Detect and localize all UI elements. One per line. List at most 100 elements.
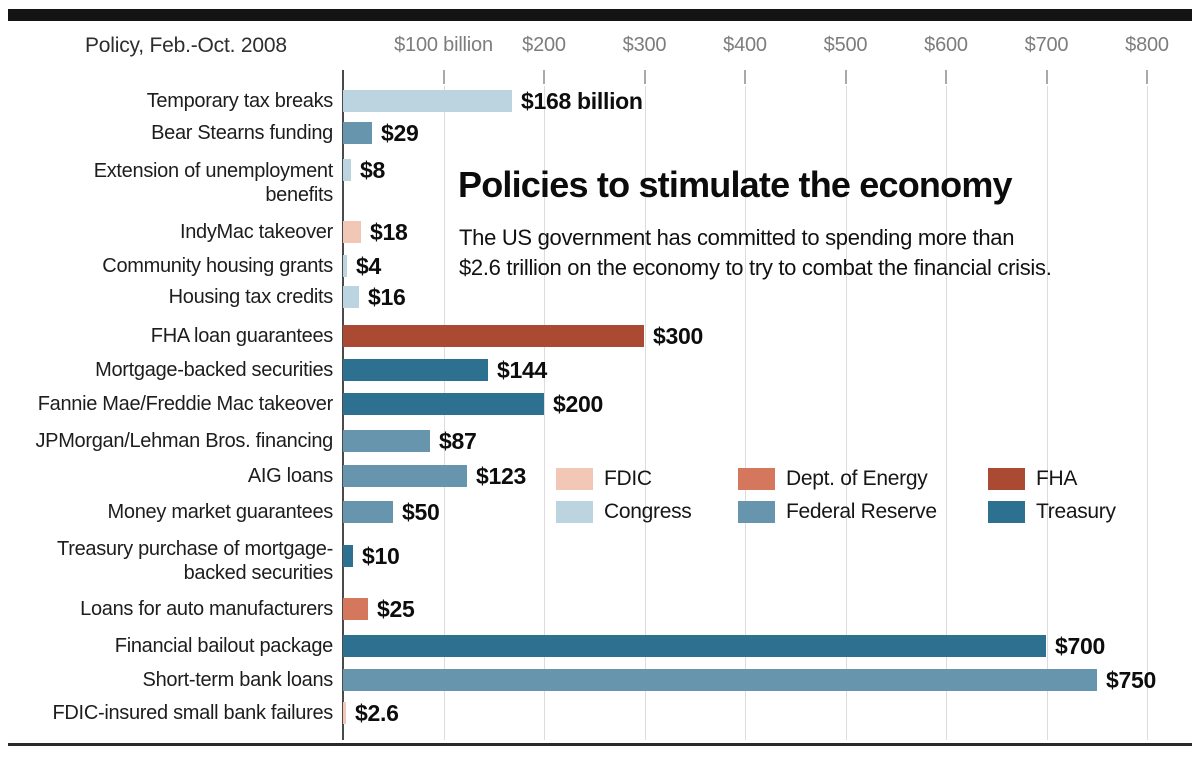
- chart-row: Extension of unemployment benefits $8: [0, 157, 1200, 207]
- bar-congress: [343, 90, 512, 112]
- axis-tick-mark: [945, 70, 947, 84]
- legend-swatch: [556, 501, 593, 523]
- legend-swatch: [988, 501, 1025, 523]
- top-rule: [8, 9, 1192, 21]
- bar-fdic: [343, 702, 346, 724]
- chart-row: Treasury purchase of mortgage-backed sec…: [0, 538, 1200, 584]
- legend-swatch: [738, 501, 775, 523]
- bar-value-label: $300: [653, 323, 703, 349]
- row-label: Money market guarantees: [107, 501, 334, 523]
- grid-line: [745, 86, 746, 740]
- axis-tick-label: $500: [823, 34, 868, 56]
- grid-line: [1147, 86, 1148, 740]
- bar-federal-reserve: [343, 122, 372, 144]
- bar-value-label: $4: [356, 253, 381, 279]
- chart-title: Policies to stimulate the economy: [458, 164, 1013, 205]
- row-label: Short-term bank loans: [142, 669, 334, 691]
- bar-fha: [343, 325, 644, 347]
- grid-line: [644, 86, 646, 740]
- axis-tick-label: $200: [522, 34, 566, 56]
- axis-tick-mark: [1146, 70, 1148, 84]
- grid-line: [1046, 86, 1048, 740]
- axis-tick-label: $600: [924, 34, 968, 56]
- chart-row: Housing tax credits $16: [0, 286, 1200, 309]
- row-label: FHA loan guarantees: [150, 325, 334, 347]
- bar-federal-reserve: [343, 669, 1097, 691]
- bar-value-label: $750: [1106, 667, 1156, 693]
- row-label: Treasury purchase of mortgage-backed sec…: [0, 537, 333, 585]
- axis-tick-label: $400: [723, 34, 767, 56]
- axis-tick-mark: [442, 70, 445, 84]
- chart-row: FDIC-insured small bank failures $2.6: [0, 700, 1200, 726]
- bar-congress: [343, 159, 351, 181]
- legend-label: Treasury: [1036, 500, 1116, 523]
- row-label: AIG loans: [247, 465, 333, 487]
- legend-label: FHA: [1036, 467, 1078, 490]
- bar-value-label: $8: [360, 157, 385, 183]
- axis-tick-mark: [543, 70, 545, 84]
- axis-tick-mark: [1045, 70, 1048, 84]
- bar-treasury: [343, 359, 488, 381]
- chart-row: Bear Stearns funding $29: [0, 120, 1200, 146]
- legend-swatch: [738, 468, 775, 490]
- bar-treasury: [343, 545, 353, 567]
- bar-congress: [343, 286, 359, 308]
- chart-row: JPMorgan/Lehman Bros. financing $87: [0, 428, 1200, 454]
- axis-tick-label: $800: [1125, 34, 1169, 56]
- legend-label: FDIC: [604, 467, 652, 490]
- axis-tick-label: $100 billion: [394, 34, 493, 56]
- bar-value-label: $18: [370, 219, 408, 245]
- bar-dept-of-energy: [343, 598, 368, 620]
- bar-federal-reserve: [343, 501, 393, 523]
- bar-value-label: $25: [377, 596, 415, 622]
- row-label-line: benefits: [265, 184, 333, 206]
- row-label: Mortgage-backed securities: [95, 359, 333, 381]
- chart-row: Loans for auto manufacturers $25: [0, 596, 1200, 622]
- axis-tick-label: $300: [622, 34, 667, 56]
- bottom-rule: [8, 743, 1192, 746]
- grid-line: [845, 86, 847, 740]
- axis-header-label: Policy, Feb.-Oct. 2008: [85, 34, 287, 57]
- row-label: Extension of unemployment benefits: [0, 159, 334, 207]
- bar-value-label: $2.6: [355, 700, 399, 726]
- grid-line: [946, 86, 947, 740]
- chart-subtitle-line1: The US government has committed to spend…: [459, 225, 1015, 250]
- bar-value-label: $123: [476, 463, 526, 489]
- bar-federal-reserve: [343, 465, 467, 487]
- bar-value-label: $700: [1055, 633, 1105, 659]
- chart-row: FHA loan guarantees $300: [0, 323, 1200, 349]
- row-label: Temporary tax breaks: [146, 90, 334, 112]
- row-label-line: Extension of unemployment: [93, 160, 334, 182]
- bar-treasury: [343, 635, 1046, 657]
- bar-value-label: $50: [402, 499, 440, 525]
- bar-fdic: [343, 221, 361, 243]
- legend-label: Dept. of Energy: [786, 467, 928, 490]
- chart-subtitle: The US government has committed to spend…: [459, 223, 1052, 283]
- row-label: Financial bailout package: [114, 635, 334, 657]
- bar-value-label: $200: [553, 391, 603, 417]
- axis-tick-mark: [643, 70, 646, 84]
- chart-row: Fannie Mae/Freddie Mac takeover $200: [0, 391, 1200, 417]
- bar-congress: [343, 255, 347, 277]
- row-label-line: Treasury purchase of mortgage-: [57, 538, 333, 560]
- bar-value-label: $10: [362, 543, 400, 569]
- axis-tick-label: $700: [1024, 34, 1069, 56]
- legend-label: Congress: [604, 500, 692, 523]
- chart-row: Financial bailout package $700: [0, 633, 1200, 659]
- bar-value-label: $29: [381, 120, 419, 146]
- row-label-line: backed securities: [183, 562, 334, 584]
- legend-swatch: [988, 468, 1025, 490]
- axis-tick-mark: [844, 70, 847, 84]
- row-label: Bear Stearns funding: [151, 122, 333, 144]
- row-label: Housing tax credits: [168, 286, 334, 308]
- chart-row: Money market guarantees $50: [0, 499, 1200, 525]
- row-label: Fannie Mae/Freddie Mac takeover: [37, 393, 334, 415]
- row-label: JPMorgan/Lehman Bros. financing: [35, 430, 333, 452]
- row-label: Community housing grants: [102, 255, 333, 277]
- chart-subtitle-line2: $2.6 trillion on the economy to try to c…: [459, 255, 1052, 280]
- bar-value-label: $144: [497, 357, 547, 383]
- bar-value-label: $87: [439, 428, 477, 454]
- chart-row: Mortgage-backed securities $144: [0, 357, 1200, 383]
- row-label: IndyMac takeover: [179, 221, 333, 243]
